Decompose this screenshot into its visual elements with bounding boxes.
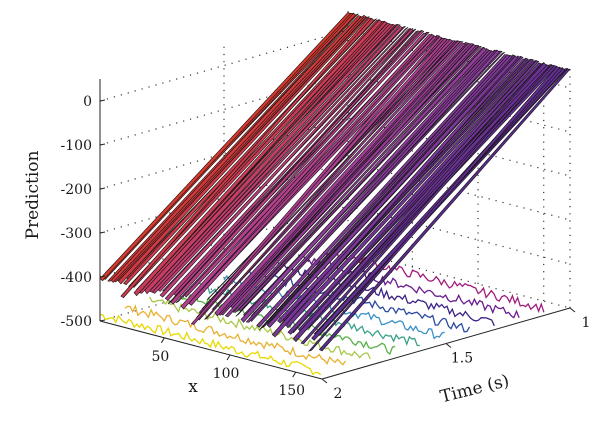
time-tick-mark — [321, 378, 328, 384]
surface-strip — [300, 64, 553, 345]
x-tick-label: 150 — [278, 383, 305, 399]
floor-contour-line — [322, 249, 545, 314]
z-grid-line — [99, 161, 571, 234]
x-tick-label: 100 — [213, 366, 240, 382]
z-tick-label: -500 — [61, 314, 92, 330]
surface-strip — [271, 55, 524, 338]
surface-strip — [164, 28, 417, 301]
surface-strip — [240, 49, 493, 323]
z-tick-mark — [99, 99, 106, 102]
surface-strip — [167, 30, 419, 305]
surface-strip — [245, 49, 498, 323]
time-tick-mark — [445, 343, 452, 348]
z-axis-label: Prediction — [23, 150, 43, 239]
x-tick-mark — [226, 354, 231, 361]
x-tick-mark — [292, 371, 297, 378]
z-tick-mark — [99, 319, 106, 322]
surface-strip — [190, 36, 443, 325]
z-tick-mark — [99, 275, 106, 278]
surface-strip — [318, 68, 571, 352]
surface-strip — [235, 46, 487, 317]
surface-strip — [157, 26, 409, 292]
surface-strip — [287, 60, 540, 335]
x-tick-label: 50 — [151, 349, 169, 365]
surface-strip — [138, 22, 391, 294]
surface-strip — [224, 44, 477, 318]
z-tick-label: -400 — [61, 270, 92, 286]
surface-strip — [259, 54, 511, 331]
z-tick-mark — [99, 231, 106, 234]
floor-contour-line — [149, 296, 371, 360]
z-grid-line — [99, 117, 571, 190]
z-tick-label: -200 — [61, 182, 92, 198]
x-axis-label: x — [188, 377, 198, 397]
time-tick-label: 1.5 — [451, 351, 473, 367]
surface-strips — [99, 12, 571, 352]
surface-strip — [292, 62, 545, 343]
surface-strip — [256, 54, 508, 328]
z-tick-label: -300 — [61, 226, 92, 242]
surface-strip — [232, 46, 485, 313]
time-tick-label: 2 — [334, 386, 343, 402]
z-tick-mark — [99, 143, 106, 146]
surface-strip — [120, 17, 373, 299]
surface-strip — [180, 34, 433, 310]
surface-strip — [175, 32, 427, 304]
surface-strip — [214, 42, 467, 317]
floor-contour-line — [248, 269, 471, 333]
tick-labels: 0 -100 -200 -300 -400 -500 50 100 150 1 1.5 2 — [61, 94, 591, 402]
z-grid-line — [99, 205, 571, 278]
x-tick-mark — [160, 337, 165, 344]
surface-strip — [133, 20, 386, 297]
surface-strip — [107, 13, 359, 282]
x-axis-line — [99, 320, 323, 380]
floor-contour-line — [100, 313, 322, 376]
time-tick-label: 1 — [582, 315, 591, 331]
z-tick-label: -100 — [61, 138, 92, 154]
floor-contour-line — [124, 304, 347, 366]
surface-strip — [204, 40, 456, 320]
surface-strip — [159, 28, 411, 298]
surface-strip — [266, 55, 519, 328]
time-tick-mark — [569, 307, 576, 313]
surface-strip — [284, 60, 537, 329]
z-tick-label: 0 — [83, 94, 92, 110]
z-tick-mark — [99, 187, 106, 190]
surface-strip — [144, 23, 396, 295]
z-grid-line — [99, 249, 571, 322]
time-axis-label: Time (s) — [438, 371, 511, 407]
surface-strip — [149, 24, 401, 293]
surface-strip — [307, 66, 561, 352]
surface-strip — [99, 12, 352, 282]
